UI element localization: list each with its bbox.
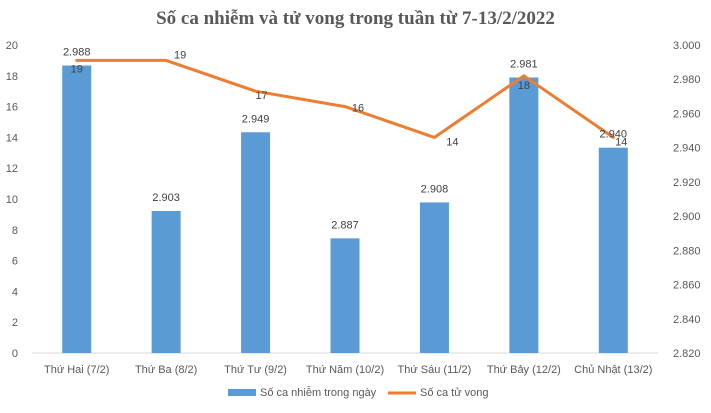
y-right-tick-label: 2.940 [673,143,701,155]
y-right-tick-label: 2.820 [673,348,701,360]
y-left-tick-label: 0 [12,348,18,360]
bar [241,132,271,353]
y-left-tick-label: 8 [12,225,18,237]
y-left-tick-label: 6 [12,256,18,268]
axes-group: 0 2 4 6 8 10 12 14 16 18 20 2.820 2.840 2.860 2.880 2.9… [6,40,701,376]
y-right-tick-label: 3.000 [673,40,701,52]
bar-data-label: 2.903 [152,192,180,204]
bar [62,65,92,354]
line-data-label: 14 [615,136,627,148]
x-category-label: Thứ Hai (7/2) [44,364,109,376]
legend: Số ca nhiễm trong ngày Số ca tử vong [228,386,489,399]
y-right-tick-label: 2.840 [673,314,701,326]
bar [598,147,628,353]
y-left-tick-label: 14 [6,132,18,144]
line-data-label: 19 [71,63,83,75]
x-category-label: Thứ Ba (8/2) [135,364,197,376]
y-left-tick-label: 4 [12,286,18,298]
chart-title: Số ca nhiễm và tử vong trong tuần từ 7-1… [156,8,555,29]
legend-swatch-bar [228,389,256,396]
y-right-tick-label: 2.900 [673,211,701,223]
bar-data-label: 2.988 [63,47,91,59]
bar [419,202,449,353]
line-data-label: 16 [352,103,364,115]
x-category-label: Thứ Bảy (12/2) [487,364,561,376]
line-data-label: 14 [446,136,458,148]
y-left-tick-label: 16 [6,102,18,114]
line-data-label: 18 [518,80,530,92]
legend-label-line: Số ca tử vong [420,387,489,399]
bars-group [62,65,628,354]
y-right-tick-label: 2.880 [673,245,701,257]
line-data-label: 19 [174,49,186,61]
bar [330,238,360,353]
y-left-tick-label: 20 [6,40,18,52]
y-left-tick-label: 12 [6,163,18,175]
bar-data-label: 2.981 [510,59,538,71]
death-series-line [75,58,615,139]
line-data-label: 17 [255,90,267,102]
legend-label-bar: Số ca nhiễm trong ngày [260,386,377,399]
y-right-tick-label: 2.860 [673,280,701,292]
y-left-tick-label: 2 [12,317,18,329]
bar-data-label: 2.908 [421,183,449,195]
bar [151,210,181,353]
x-category-label: Thứ Tư (9/2) [224,364,287,376]
line-group [75,58,615,139]
y-right-tick-label: 2.960 [673,108,701,120]
x-category-label: Thứ Sáu (11/2) [398,364,472,376]
bar-data-label: 2.940 [600,129,628,141]
bar [509,77,539,353]
x-category-label: Thứ Năm (10/2) [306,364,384,376]
x-category-label: Chủ Nhật (13/2) [574,364,652,376]
data-labels-group: 2.988 2.903 2.949 2.887 2.908 2.981 2.940 19 19 1… [63,47,627,232]
y-left-tick-label: 10 [6,194,18,206]
bar-data-label: 2.887 [331,219,359,231]
y-right-tick-label: 2.920 [673,177,701,189]
bar-data-label: 2.949 [242,113,270,125]
y-left-tick-label: 18 [6,71,18,83]
y-right-tick-label: 2.980 [673,74,701,86]
